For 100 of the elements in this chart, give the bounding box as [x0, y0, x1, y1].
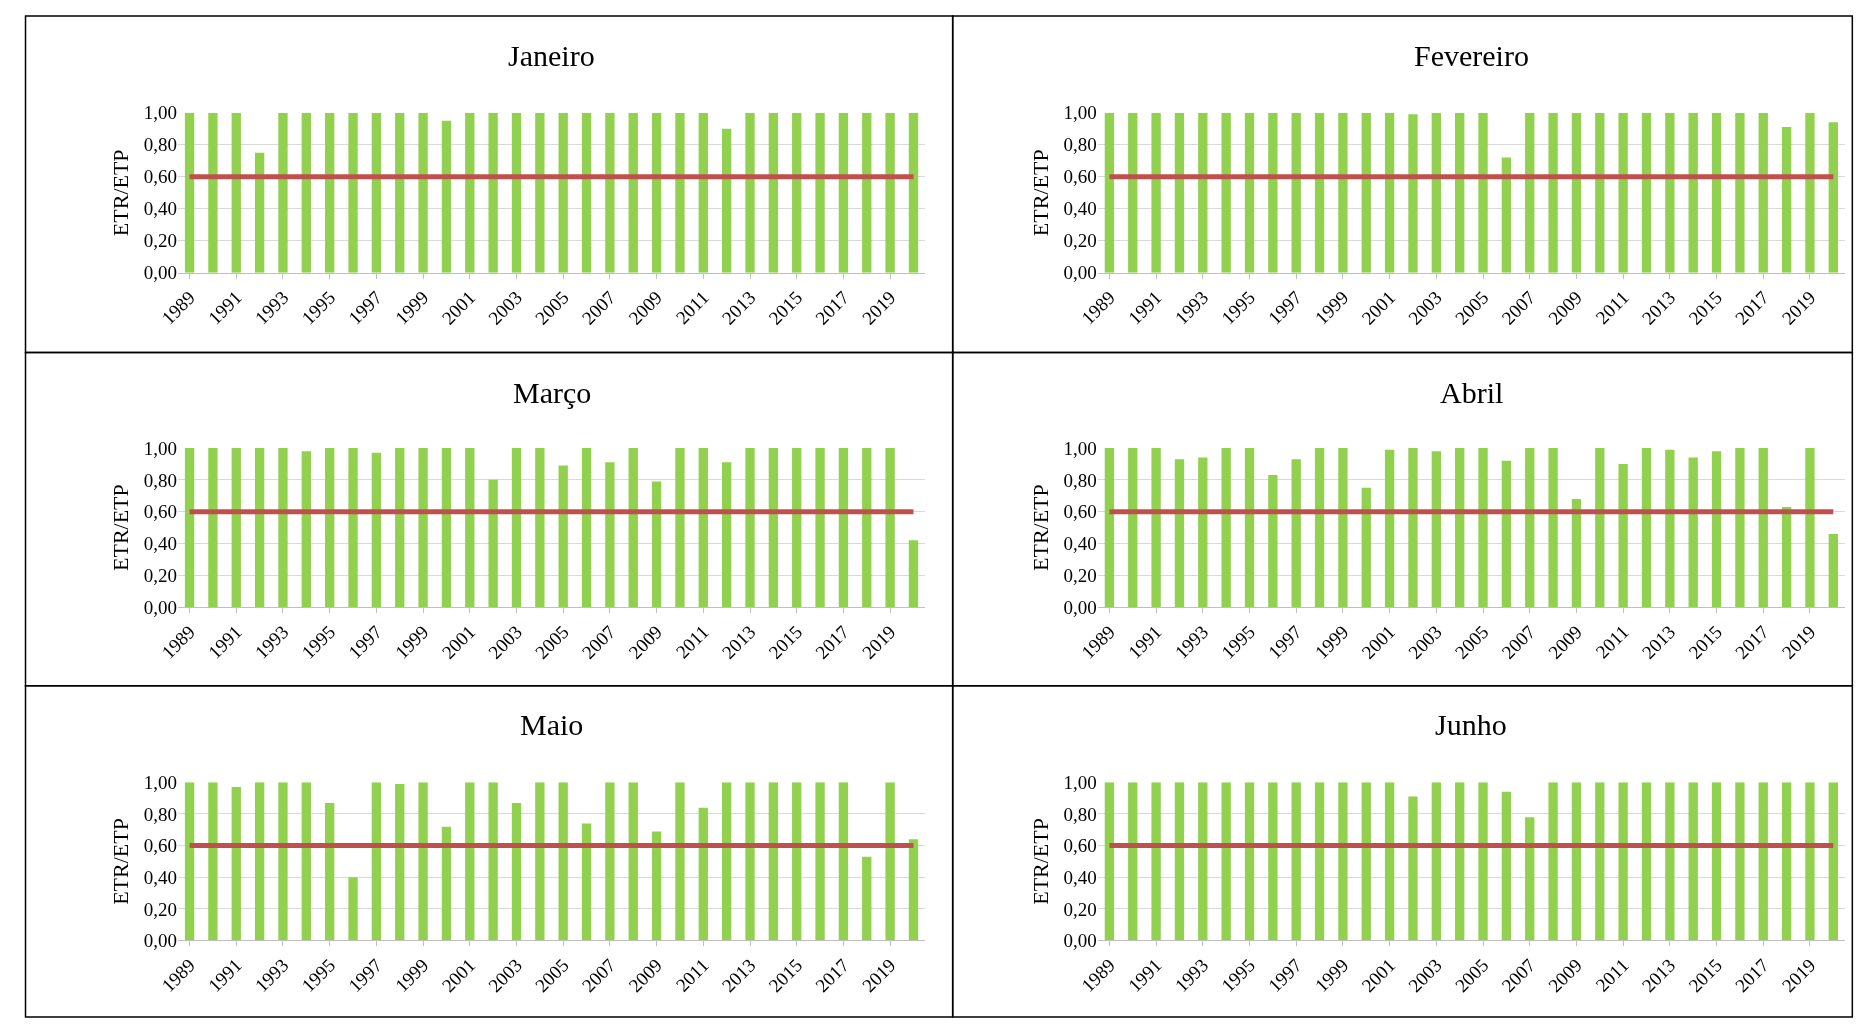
- bar: [838, 782, 849, 941]
- bar: [488, 479, 498, 608]
- bar: [1688, 457, 1698, 608]
- bar: [721, 782, 732, 941]
- bar: [721, 128, 732, 273]
- bar: [1688, 112, 1698, 273]
- bar: [1805, 112, 1815, 273]
- bar: [1244, 782, 1255, 941]
- bar: [441, 826, 452, 941]
- bar: [651, 831, 662, 941]
- bar: [1525, 448, 1535, 608]
- bar: [675, 782, 685, 941]
- bar: [745, 448, 755, 608]
- bar: [1781, 506, 1792, 608]
- bar: [1128, 112, 1138, 273]
- bar: [1291, 459, 1301, 608]
- bar: [1104, 782, 1115, 941]
- y-tick-label: 0,00: [1063, 262, 1097, 284]
- bar: [1828, 782, 1838, 941]
- y-tick-label: 0,40: [1063, 866, 1097, 888]
- bar: [1198, 782, 1208, 941]
- bar: [745, 782, 755, 941]
- bar: [1478, 448, 1488, 608]
- bar: [1151, 448, 1161, 608]
- y-tick-label: 0,80: [143, 803, 177, 825]
- bar: [1735, 782, 1745, 941]
- bar: [535, 448, 545, 608]
- y-tick-label: 1,00: [143, 102, 177, 124]
- bar: [885, 782, 895, 941]
- bar: [1525, 817, 1535, 941]
- bar: [1408, 796, 1418, 941]
- bar: [698, 807, 708, 941]
- bar: [278, 782, 288, 941]
- bar: [768, 448, 779, 608]
- x-tick-label: 1999: [1310, 286, 1353, 329]
- y-tick-label: 0,60: [1063, 166, 1097, 188]
- x-tick-label: 2011: [671, 954, 713, 996]
- y-axis-title: ETR/ETP: [108, 818, 134, 905]
- bar: [1618, 463, 1628, 608]
- bar: [535, 112, 545, 273]
- chart-title: Abril: [1440, 376, 1504, 409]
- bar: [1525, 112, 1535, 273]
- bar: [1758, 112, 1768, 273]
- bar: [628, 448, 638, 608]
- chart-title: Janeiro: [508, 39, 595, 72]
- bar: [1571, 112, 1582, 273]
- bar: [1338, 782, 1348, 941]
- x-tick-label: 1993: [1170, 286, 1213, 329]
- bar: [1641, 782, 1652, 941]
- bar: [418, 448, 428, 608]
- x-tick-label: 1989: [1077, 954, 1119, 997]
- bar: [1665, 112, 1675, 273]
- bar: [1665, 782, 1675, 941]
- bar: [1828, 533, 1838, 608]
- bar: [1408, 114, 1418, 273]
- bar: [1711, 782, 1722, 941]
- bar: [1618, 782, 1628, 941]
- bar: [1735, 448, 1745, 608]
- y-tick-label: 0,80: [1063, 469, 1097, 491]
- bar: [371, 782, 382, 941]
- bar: [721, 462, 732, 608]
- bar: [1221, 782, 1231, 941]
- bar: [675, 112, 685, 273]
- bar: [1501, 157, 1512, 273]
- bar: [1758, 782, 1768, 941]
- bar: [792, 112, 802, 273]
- bar: [1314, 782, 1325, 941]
- bar: [465, 782, 475, 941]
- bar: [1361, 112, 1371, 273]
- bar: [1174, 782, 1185, 941]
- y-tick-label: 0,20: [1063, 564, 1097, 586]
- y-tick-label: 0,20: [1063, 230, 1097, 252]
- bar: [1735, 112, 1745, 273]
- bar: [371, 452, 382, 608]
- chart-title: Fevereiro: [1414, 39, 1529, 72]
- x-tick-label: 2011: [1591, 621, 1633, 663]
- y-axis-title: ETR/ETP: [1028, 484, 1054, 571]
- bar: [348, 112, 358, 273]
- bar: [418, 782, 428, 941]
- bar: [1291, 782, 1301, 941]
- bar: [1571, 498, 1582, 608]
- bar: [1455, 782, 1465, 941]
- x-tick-label: 2011: [1591, 954, 1633, 996]
- bar: [792, 448, 802, 608]
- x-tick-label: 2001: [1357, 286, 1400, 329]
- bar: [558, 465, 568, 608]
- y-tick-label: 0,80: [143, 134, 177, 156]
- y-tick-label: 0,00: [1063, 930, 1097, 952]
- bar: [885, 112, 895, 273]
- bar: [1548, 112, 1558, 273]
- bar: [1338, 448, 1348, 608]
- x-tick-label: 1993: [1170, 954, 1213, 997]
- bar: [1758, 448, 1768, 608]
- bar: [1805, 782, 1815, 941]
- bar: [1501, 460, 1512, 608]
- bar: [1244, 112, 1255, 273]
- y-tick-label: 0,60: [143, 166, 177, 188]
- bar: [488, 112, 498, 273]
- bar: [1314, 448, 1325, 608]
- bar: [1384, 782, 1395, 941]
